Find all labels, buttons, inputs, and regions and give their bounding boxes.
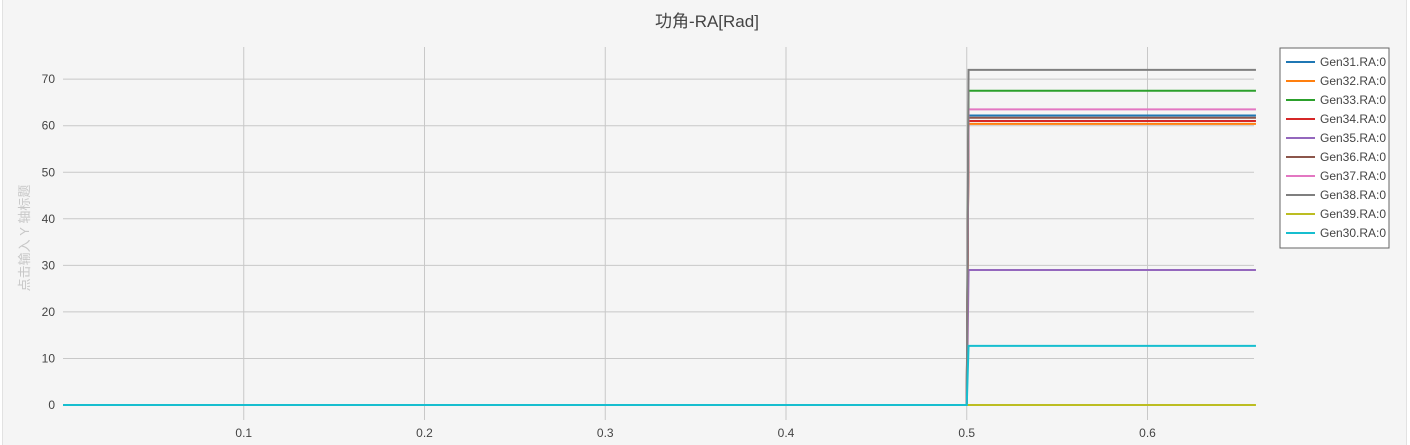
legend-item[interactable]: Gen34.RA:0 [1286,112,1386,126]
legend-item[interactable]: Gen36.RA:0 [1286,150,1386,164]
series-line-gen30-ra-0[interactable] [63,344,1256,406]
x-tick-label: 0.6 [1139,426,1156,440]
y-tick-label: 10 [42,351,56,365]
legend-label: Gen35.RA:0 [1320,131,1386,145]
x-tick-label: 0.2 [416,426,433,440]
y-tick-label: 40 [42,212,56,226]
y-axis-title[interactable]: 点击输入 Y 轴标题 [17,185,32,292]
chart-title[interactable]: 功角-RA[Rad] [655,12,759,31]
y-tick-label: 30 [42,258,56,272]
legend-item[interactable]: Gen31.RA:0 [1286,55,1386,69]
y-tick-label: 20 [42,305,56,319]
legend-item[interactable]: Gen38.RA:0 [1286,188,1386,202]
y-axis: 0 10 20 30 40 50 60 70 [42,72,56,412]
legend-item[interactable]: Gen37.RA:0 [1286,169,1386,183]
x-tick-label: 0.1 [235,426,252,440]
y-tick-label: 60 [42,119,56,133]
series-layer [63,68,1256,406]
y-tick-label: 70 [42,72,56,86]
legend-label: Gen38.RA:0 [1320,188,1386,202]
legend-label: Gen37.RA:0 [1320,169,1386,183]
legend-label: Gen36.RA:0 [1320,150,1386,164]
plot-area [63,47,1254,445]
legend-item[interactable]: Gen30.RA:0 [1286,226,1386,240]
legend-label: Gen30.RA:0 [1320,226,1386,240]
legend-label: Gen31.RA:0 [1320,55,1386,69]
legend-item[interactable]: Gen32.RA:0 [1286,74,1386,88]
legend-label: Gen32.RA:0 [1320,74,1386,88]
legend-label: Gen39.RA:0 [1320,207,1386,221]
legend: Gen31.RA:0 Gen32.RA:0 Gen33.RA:0 Gen34.RA:0… [1279,47,1390,249]
y-tick-label: 50 [42,165,56,179]
legend-item[interactable]: Gen39.RA:0 [1286,207,1386,221]
legend-label: Gen34.RA:0 [1320,112,1386,126]
x-tick-label: 0.4 [778,426,795,440]
x-tick-label: 0.3 [597,426,614,440]
y-tick-label: 0 [48,398,55,412]
x-tick-label: 0.5 [958,426,975,440]
legend-label: Gen33.RA:0 [1320,93,1386,107]
legend-item[interactable]: Gen33.RA:0 [1286,93,1386,107]
x-axis: 0.1 0.2 0.3 0.4 0.5 0.6 [235,426,1156,440]
legend-item[interactable]: Gen35.RA:0 [1286,131,1386,145]
